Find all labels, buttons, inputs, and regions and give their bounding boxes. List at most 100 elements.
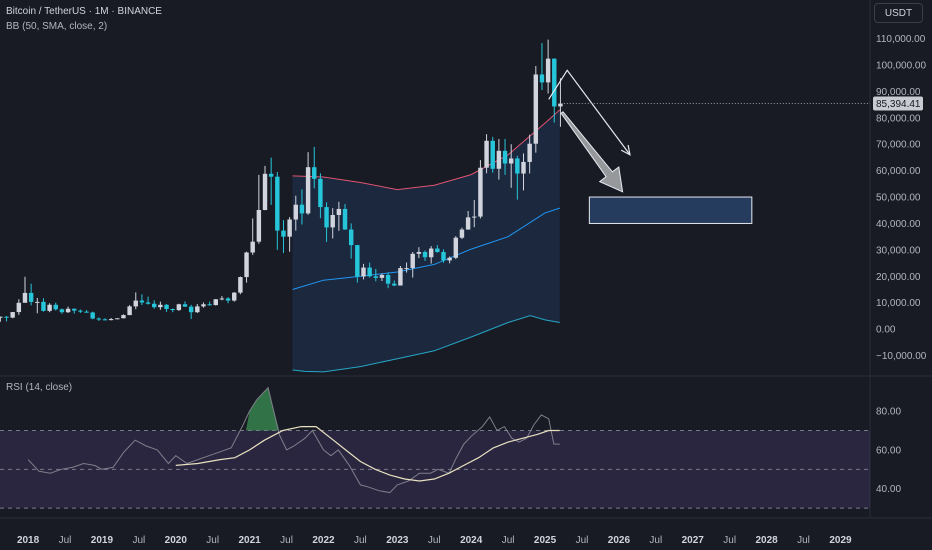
- candle-body: [90, 312, 95, 319]
- candle-body: [484, 140, 489, 168]
- candle: [484, 134, 489, 174]
- candle: [238, 276, 243, 295]
- time-axis-label: Jul: [280, 535, 293, 546]
- candle-body: [195, 306, 200, 313]
- candle-body: [447, 257, 452, 261]
- candle: [47, 303, 52, 313]
- candle-body: [398, 268, 403, 286]
- candle-body: [78, 310, 83, 312]
- projection-thick-arrow: [560, 111, 624, 193]
- candle: [324, 202, 329, 242]
- candle: [182, 301, 188, 307]
- candle: [96, 317, 102, 321]
- candle: [275, 171, 280, 250]
- candle-body: [416, 251, 422, 254]
- candle-body: [281, 230, 286, 237]
- time-axis-label: Jul: [206, 535, 219, 546]
- candle: [299, 189, 305, 225]
- rsi-legend[interactable]: RSI (14, close): [6, 382, 73, 393]
- candle: [459, 227, 465, 240]
- candle-body: [342, 208, 348, 230]
- candle-body: [330, 214, 335, 228]
- candle-body: [287, 219, 292, 237]
- projection-arrow-line: [548, 69, 631, 156]
- candle: [428, 246, 434, 264]
- price-axis-label: 80,000.00: [876, 113, 921, 124]
- candle: [305, 152, 311, 215]
- candle-body: [164, 304, 169, 310]
- candle-body: [435, 248, 440, 252]
- currency-button[interactable]: USDT: [874, 3, 923, 23]
- rsi-overbought-fill: [245, 387, 283, 431]
- candle: [312, 146, 317, 189]
- candle: [145, 296, 151, 305]
- candle-body: [250, 241, 255, 253]
- projection-arrow-head: [620, 144, 631, 156]
- candle-body: [275, 176, 280, 231]
- candle: [373, 268, 379, 282]
- candle: [465, 211, 471, 230]
- candle: [422, 250, 428, 261]
- candle: [490, 136, 495, 173]
- time-axis-label: 2029: [829, 535, 852, 546]
- candle: [441, 249, 446, 263]
- candle: [250, 218, 255, 255]
- candle: [262, 165, 268, 211]
- candle-body: [355, 245, 360, 277]
- candle: [158, 301, 163, 310]
- candle-body: [10, 312, 15, 318]
- candle: [201, 302, 206, 308]
- candle: [256, 174, 262, 244]
- candle: [478, 160, 483, 219]
- candle-body: [373, 276, 379, 278]
- candle: [41, 298, 46, 312]
- candle-body: [348, 229, 354, 246]
- candle: [496, 138, 502, 180]
- candle-body: [515, 158, 520, 174]
- candle-body: [262, 173, 268, 210]
- symbol-title[interactable]: Bitcoin / TetherUS · 1M · BINANCE: [6, 6, 162, 17]
- candle: [139, 294, 145, 306]
- candle-body: [28, 292, 34, 302]
- candle-body: [453, 237, 459, 258]
- rsi-ma-line: [175, 426, 560, 482]
- candle-body: [324, 207, 329, 228]
- time-axis-label: Jul: [354, 535, 367, 546]
- candle-body: [53, 304, 58, 310]
- price-axis-label: 70,000.00: [876, 140, 921, 151]
- candle-body: [232, 292, 237, 301]
- candle-body: [59, 309, 65, 313]
- candle-body: [392, 283, 397, 286]
- candle: [35, 297, 40, 314]
- candle-body: [133, 300, 138, 307]
- current-price-tag: [873, 96, 923, 111]
- time-axis-label: Jul: [428, 535, 441, 546]
- candle: [521, 153, 526, 191]
- candle-body: [225, 298, 231, 301]
- price-axis-label: 40,000.00: [876, 219, 921, 230]
- candle-body: [139, 300, 145, 303]
- candle-body: [158, 304, 163, 308]
- candle-body: [305, 167, 311, 214]
- time-axis-label: 2025: [534, 535, 557, 546]
- bollinger-legend[interactable]: BB (50, SMA, close, 2): [6, 21, 108, 32]
- price-axis-label: 30,000.00: [876, 245, 921, 256]
- candle-body: [422, 251, 428, 258]
- candle: [342, 203, 348, 230]
- candle: [84, 310, 89, 313]
- rsi-line: [27, 386, 560, 494]
- candle-body: [170, 309, 175, 311]
- candle-body: [35, 301, 40, 303]
- candle-body: [244, 252, 249, 278]
- candle: [0, 316, 3, 322]
- candle: [515, 155, 520, 200]
- candle-body: [502, 150, 508, 164]
- time-axis-label: 2027: [682, 535, 705, 546]
- candle: [472, 199, 477, 228]
- time-axis-label: 2023: [386, 535, 409, 546]
- candle-body: [145, 302, 151, 304]
- candle: [102, 318, 108, 321]
- candle: [404, 262, 409, 273]
- candle-body: [428, 248, 434, 258]
